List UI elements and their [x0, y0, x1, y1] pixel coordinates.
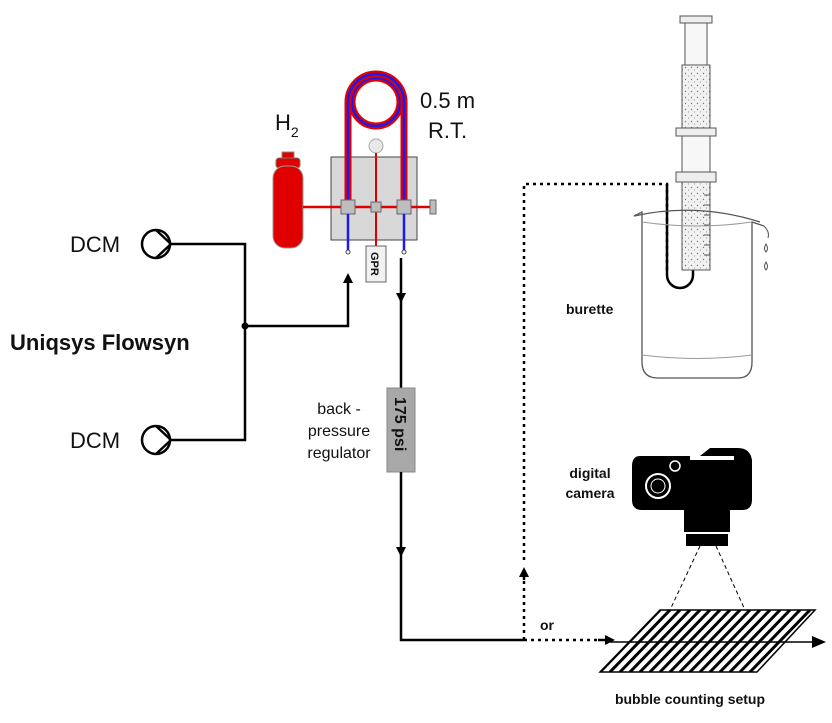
bpr-value: 175 psi	[391, 397, 408, 451]
pump-top-label: DCM	[70, 232, 120, 257]
camera-label-1: digital	[569, 465, 610, 481]
drop-icon	[764, 243, 768, 253]
burette-label: burette	[566, 301, 614, 317]
beaker-icon	[633, 209, 769, 379]
coil-temp-label: R.T.	[428, 118, 467, 143]
bpr-label-3: regulator	[307, 445, 371, 462]
bpr-box	[386, 387, 416, 473]
camera-icon	[632, 448, 752, 546]
burette-icon	[675, 15, 717, 271]
gas-label: H2	[275, 110, 299, 140]
or-label: or	[540, 617, 555, 633]
h2-cylinder-icon	[272, 151, 304, 249]
pump-top-icon	[140, 228, 172, 260]
pump-bottom	[140, 424, 173, 456]
bpr-label-2: pressure	[308, 423, 370, 440]
bubble-counting-grid	[598, 609, 826, 673]
pump-tubing	[170, 242, 353, 442]
pump-bottom-label: DCM	[70, 428, 120, 453]
gpr-box	[365, 245, 387, 283]
mixer-valve	[340, 199, 356, 215]
bubble-label: bubble counting setup	[615, 691, 765, 707]
pump-top	[140, 228, 173, 260]
system-label: Uniqsys Flowsyn	[10, 330, 190, 355]
coil-length-label: 0.5 m	[420, 88, 475, 113]
pump-bottom-icon	[140, 424, 172, 456]
pressure-gauge-icon	[368, 138, 384, 154]
reactor-coil-icon	[344, 70, 408, 205]
camera-label-2: camera	[565, 485, 614, 501]
gpr-label: GPR	[368, 252, 380, 276]
tee-junction	[241, 322, 249, 330]
bpr-label-1: back -	[317, 401, 361, 418]
